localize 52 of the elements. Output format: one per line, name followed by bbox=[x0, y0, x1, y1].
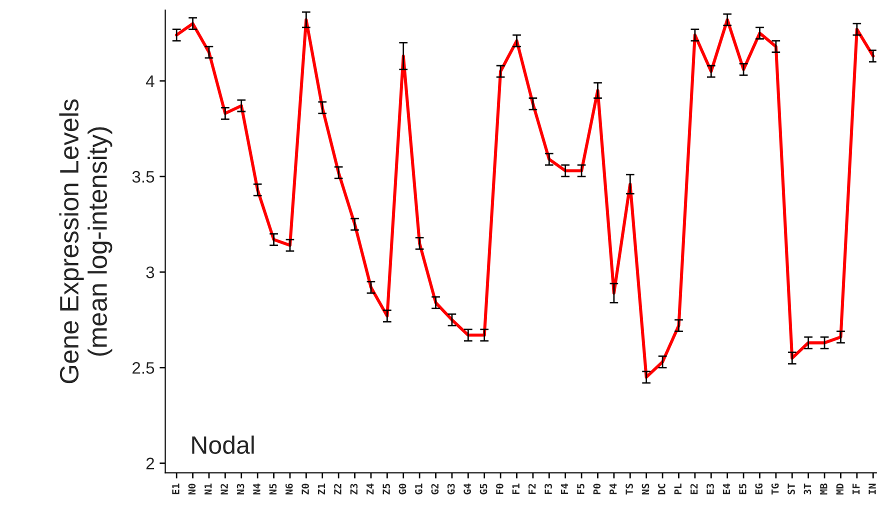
x-tick-label: MD bbox=[836, 484, 844, 494]
x-tick-label: Z0 bbox=[302, 484, 309, 494]
x-tick-label: E3 bbox=[706, 484, 714, 494]
x-tick-label: N3 bbox=[236, 484, 244, 494]
x-tick-label: N6 bbox=[285, 484, 293, 494]
x-tick-label: E5 bbox=[739, 484, 746, 494]
x-tick-label: N1 bbox=[204, 484, 212, 494]
x-tick-label: G4 bbox=[464, 484, 471, 494]
x-tick-label: G5 bbox=[480, 484, 488, 494]
y-tick-label: 2.5 bbox=[132, 362, 154, 374]
y-tick-label: 3.5 bbox=[132, 170, 154, 183]
y-tick-label: 4 bbox=[146, 75, 154, 87]
x-tick-label: N5 bbox=[269, 484, 277, 494]
y-axis-title: Gene Expression Levels (mean log-intensity) bbox=[59, 99, 112, 384]
x-tick-label: N0 bbox=[188, 484, 196, 494]
x-tick-label: NS bbox=[642, 484, 650, 494]
x-tick-label: Z2 bbox=[334, 484, 342, 494]
x-tick-label: G1 bbox=[415, 484, 422, 494]
x-tick-label: Z3 bbox=[350, 484, 358, 494]
annotation: Nodal bbox=[192, 436, 254, 454]
x-tick-label: TG bbox=[771, 484, 779, 494]
x-tick-label: G0 bbox=[398, 484, 406, 494]
x-tick-label: P0 bbox=[593, 484, 601, 494]
y-tick-label: 2 bbox=[146, 458, 154, 470]
x-tick-label: F2 bbox=[528, 484, 536, 494]
x-tick-label: F4 bbox=[560, 484, 568, 494]
x-tick-label: DC bbox=[658, 484, 666, 494]
x-tick-label: P4 bbox=[610, 484, 617, 494]
x-tick-label: Z5 bbox=[382, 484, 390, 494]
x-tick-label: ST bbox=[788, 484, 795, 494]
x-tick-label: MB bbox=[820, 484, 828, 494]
x-tick-label: E1 bbox=[172, 484, 180, 494]
x-tick-label: IF bbox=[852, 484, 860, 494]
x-tick-label: EG bbox=[755, 484, 763, 494]
x-tick-label: F0 bbox=[496, 484, 504, 494]
x-tick-label: F1 bbox=[512, 484, 520, 494]
x-tick-label: Z1 bbox=[318, 484, 326, 494]
x-tick-label: E4 bbox=[722, 484, 730, 494]
x-tick-label: Z4 bbox=[366, 484, 374, 494]
x-tick-label: TS bbox=[626, 484, 633, 494]
x-tick-label: IN bbox=[868, 484, 876, 494]
x-tick-label: 3T bbox=[804, 484, 812, 494]
y-tick-label: 3 bbox=[146, 266, 154, 278]
x-tick-label: F5 bbox=[577, 484, 584, 494]
x-tick-label: PL bbox=[674, 484, 682, 494]
line-series bbox=[175, 18, 875, 379]
x-tick-label: G2 bbox=[431, 484, 439, 494]
x-tick-label: E2 bbox=[690, 484, 698, 494]
x-tick-label: N4 bbox=[253, 484, 260, 494]
x-tick-label: F3 bbox=[544, 484, 552, 494]
x-tick-label: G3 bbox=[447, 484, 455, 494]
x-tick-label: N2 bbox=[220, 484, 228, 494]
